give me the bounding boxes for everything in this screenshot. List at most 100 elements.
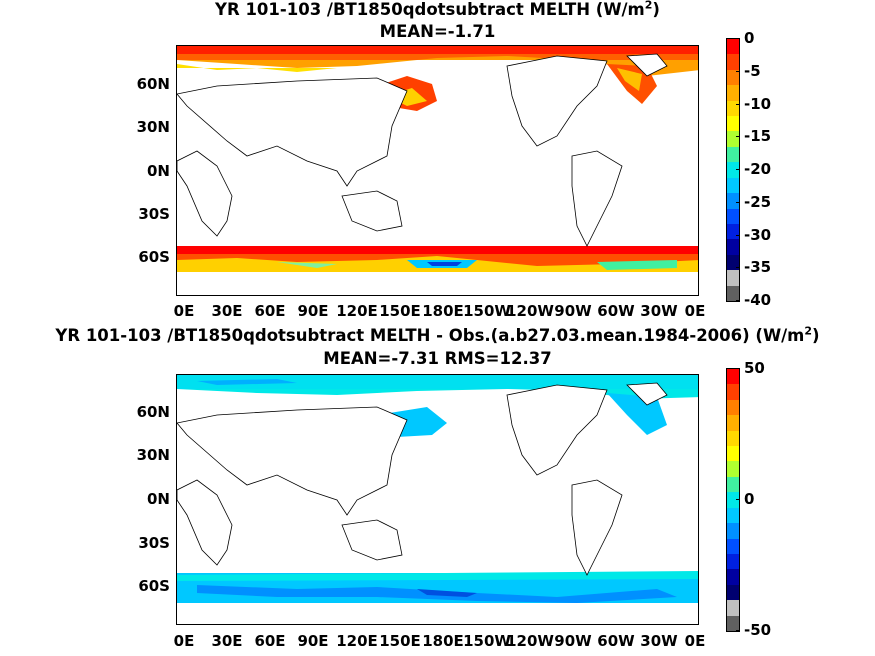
panel-2-colorbar-label: 0: [744, 490, 755, 508]
panel-2-ytick-30n: 30N: [136, 446, 170, 464]
panel-1-colorbar-segment: [727, 146, 739, 163]
panel-2-colorbar-segment: [727, 569, 739, 586]
panel-2-map-canvas: [177, 375, 698, 624]
panel-1-colorbar-segment: [727, 270, 739, 287]
panel-2-xtick: 90E: [297, 632, 329, 650]
panel-1-colorbar-segment: [727, 285, 739, 301]
panel-1-colorbar-label: -10: [744, 94, 772, 113]
panel-2-ytick-60s: 60S: [138, 577, 170, 595]
panel-1-map: [176, 45, 699, 296]
panel-1-xtick: 60E: [254, 302, 286, 320]
panel-1-xtick: 150W: [463, 302, 511, 320]
panel-1-colorbar-segment: [727, 131, 739, 148]
panel-2-title: YR 101-103 /BT1850qdotsubtract MELTH - O…: [55, 324, 820, 346]
panel-1-xtick: 60W: [597, 302, 635, 320]
panel-1-colorbar-segment: [727, 254, 739, 271]
panel-2-colorbar-segment: [727, 476, 739, 493]
panel-2-xtick: 60E: [254, 632, 286, 650]
panel-1-colorbar-segment: [727, 177, 739, 194]
panel-1-colorbar-segment: [727, 54, 739, 71]
panel-1-xtick: 30E: [211, 302, 243, 320]
panel-2-ytick-30s: 30S: [138, 534, 170, 552]
panel-2-xtick: 150E: [379, 632, 421, 650]
panel-1-xtick: 180E: [422, 302, 464, 320]
panel-2-colorbar-segment: [727, 523, 739, 540]
panel-1-subtitle: MEAN=-1.71: [379, 22, 496, 41]
panel-1-colorbar-label: -35: [744, 258, 772, 277]
panel-2-colorbar: [726, 368, 740, 632]
panel-1-colorbar-segment: [727, 85, 739, 102]
panel-1-xtick: 90E: [297, 302, 329, 320]
panel-2-xtick: 0E: [684, 632, 706, 650]
panel-1-colorbar-tick: [736, 300, 740, 301]
panel-1-colorbar-tick: [736, 201, 740, 203]
panel-2-colorbar-segment: [727, 600, 739, 617]
panel-1-ytick-60n: 60N: [136, 75, 170, 93]
panel-1-xtick: 0E: [173, 302, 195, 320]
panel-1-colorbar-segment: [727, 208, 739, 225]
panel-1-title: YR 101-103 /BT1850qdotsubtract MELTH (W/…: [215, 0, 660, 19]
panel-2-xtick: 150W: [463, 632, 511, 650]
panel-1-xtick: 30W: [640, 302, 678, 320]
panel-2-colorbar-segment: [727, 415, 739, 432]
panel-1-colorbar-segment: [727, 223, 739, 240]
panel-2-colorbar-tick: [736, 630, 740, 631]
panel-2-ytick-0n: 0N: [147, 490, 170, 508]
panel-1-xtick: 0E: [684, 302, 706, 320]
panel-1-ytick-60s: 60S: [138, 248, 170, 266]
panel-1-colorbar-label: -40: [744, 291, 772, 309]
panel-1-colorbar-segment: [727, 193, 739, 210]
panel-2-xtick: 120E: [336, 632, 378, 650]
panel-2-ytick-60n: 60N: [136, 403, 170, 421]
panel-1-colorbar-label: -20: [744, 160, 772, 178]
panel-2-colorbar-label: -50: [744, 621, 772, 639]
panel-2-xtick: 0E: [173, 632, 195, 650]
panel-2-colorbar-segment: [727, 538, 739, 555]
panel-1-ytick-30n: 30N: [136, 118, 170, 136]
panel-2-colorbar-segment: [727, 492, 739, 509]
panel-2-colorbar-tick: [736, 368, 740, 369]
panel-2-colorbar-segment: [727, 553, 739, 570]
panel-1-colorbar: [726, 38, 740, 302]
panel-1-colorbar-segment: [727, 239, 739, 256]
panel-2-colorbar-tick: [736, 499, 740, 500]
panel-1-colorbar-segment: [727, 100, 739, 117]
panel-1-colorbar-segment: [727, 116, 739, 132]
panel-2-xtick: 30W: [640, 632, 678, 650]
panel-1-ytick-0n: 0N: [147, 162, 170, 180]
panel-2-colorbar-segment: [727, 384, 739, 401]
panel-1-xtick: 120W: [506, 302, 554, 320]
panel-1-colorbar-tick: [736, 234, 740, 236]
panel-1-colorbar-label: -30: [744, 225, 772, 244]
panel-1-colorbar-tick: [736, 169, 740, 170]
panel-1-map-canvas: [177, 46, 698, 295]
panel-2-colorbar-label: 50: [744, 359, 765, 377]
panel-2-subtitle: MEAN=-7.31 RMS=12.37: [323, 349, 552, 368]
panel-1-xtick: 120E: [336, 302, 378, 320]
panel-2-xtick: 180E: [422, 632, 464, 650]
panel-1-colorbar-segment: [727, 69, 739, 86]
panel-1-colorbar-tick: [736, 70, 740, 72]
panel-2-colorbar-segment: [727, 369, 739, 385]
panel-2-xtick: 30E: [211, 632, 243, 650]
panel-1-colorbar-tick: [736, 267, 740, 269]
panel-1-colorbar-segment: [727, 162, 739, 179]
panel-2-xtick: 90W: [554, 632, 592, 650]
panel-2-xtick: 60W: [597, 632, 635, 650]
panel-2-colorbar-segment: [727, 584, 739, 601]
panel-1-xtick: 90W: [554, 302, 592, 320]
panel-1-colorbar-label: -5: [744, 61, 761, 80]
panel-1-colorbar-segment: [727, 39, 739, 55]
panel-1-xtick: 150E: [379, 302, 421, 320]
panel-2-colorbar-segment: [727, 399, 739, 416]
panel-2-colorbar-segment: [727, 446, 739, 462]
panel-2-colorbar-segment: [727, 507, 739, 524]
panel-1-colorbar-tick: [736, 136, 740, 138]
panel-2-colorbar-segment: [727, 461, 739, 478]
panel-1-colorbar-label: -15: [744, 127, 772, 146]
panel-1-ytick-30s: 30S: [138, 205, 170, 223]
panel-1-colorbar-tick: [736, 103, 740, 105]
panel-2-colorbar-segment: [727, 615, 739, 631]
panel-1-colorbar-label: -25: [744, 192, 772, 211]
panel-2-colorbar-segment: [727, 430, 739, 447]
